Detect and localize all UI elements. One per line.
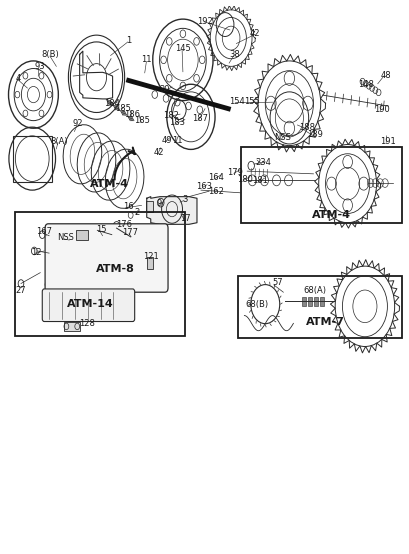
Text: 20: 20 [159, 85, 170, 94]
Text: 3: 3 [182, 195, 187, 204]
FancyBboxPatch shape [42, 289, 134, 321]
Bar [240, 147, 401, 223]
Text: NSS: NSS [56, 233, 74, 243]
Text: 184: 184 [103, 99, 119, 108]
Text: 176: 176 [116, 220, 132, 229]
Text: 180: 180 [237, 175, 252, 184]
Text: 155: 155 [244, 97, 260, 106]
Text: 190: 190 [373, 105, 389, 114]
Text: 2: 2 [134, 208, 139, 217]
Text: 9: 9 [156, 199, 161, 208]
Circle shape [52, 233, 88, 282]
Text: 42: 42 [249, 29, 260, 38]
Text: 185: 185 [115, 104, 130, 113]
Text: 17: 17 [179, 214, 190, 223]
Text: 192: 192 [197, 17, 212, 27]
Bar [307, 297, 312, 306]
Text: 16: 16 [123, 202, 134, 211]
Text: 68(B): 68(B) [245, 300, 268, 309]
Text: 11: 11 [141, 55, 152, 64]
Text: ATM-8: ATM-8 [95, 264, 134, 274]
Text: 128: 128 [79, 319, 94, 327]
Text: ATM-7: ATM-7 [306, 316, 344, 326]
Text: 1: 1 [126, 37, 131, 45]
Text: 15: 15 [95, 225, 106, 234]
Text: NSS: NSS [274, 133, 291, 142]
Text: 179: 179 [227, 168, 243, 177]
Bar [319, 297, 324, 306]
Text: 121: 121 [143, 252, 159, 261]
Text: 12: 12 [31, 248, 41, 257]
Bar [15, 212, 184, 336]
Text: 177: 177 [122, 228, 138, 237]
Text: 8(A): 8(A) [50, 137, 67, 146]
Text: 187: 187 [192, 114, 208, 123]
Text: 92: 92 [72, 120, 83, 129]
Text: 181: 181 [251, 176, 267, 186]
Bar [301, 297, 306, 306]
Text: 148: 148 [357, 80, 373, 89]
Text: 164: 164 [207, 173, 223, 182]
Text: 48: 48 [380, 70, 390, 80]
Text: ATM-14: ATM-14 [67, 299, 113, 309]
Text: 27: 27 [16, 285, 26, 295]
Text: 189: 189 [306, 130, 322, 139]
Text: 186: 186 [124, 110, 139, 119]
Text: 154: 154 [229, 97, 245, 106]
Text: 188: 188 [299, 123, 315, 132]
Text: 191: 191 [379, 137, 395, 146]
Text: 182: 182 [162, 111, 178, 120]
Bar [147, 258, 153, 269]
Text: 57: 57 [271, 279, 282, 288]
Text: 163: 163 [196, 182, 211, 191]
Text: 11: 11 [172, 136, 182, 145]
Text: 38: 38 [229, 50, 240, 59]
Text: 4: 4 [16, 74, 21, 83]
Text: 185: 185 [134, 116, 149, 125]
Text: ATM-4: ATM-4 [311, 210, 350, 220]
Bar [75, 230, 88, 240]
Text: 68(A): 68(A) [302, 286, 326, 295]
Text: 183: 183 [169, 118, 184, 127]
Text: 234: 234 [254, 158, 270, 167]
Text: ATM-4: ATM-4 [90, 178, 128, 188]
Text: 145: 145 [175, 44, 190, 54]
Bar [63, 321, 79, 331]
Bar [145, 201, 153, 212]
Text: 8(B): 8(B) [41, 50, 59, 59]
Text: 93: 93 [34, 62, 45, 71]
Bar [313, 297, 317, 306]
Text: 162: 162 [207, 187, 223, 196]
Text: 49: 49 [161, 136, 172, 145]
Polygon shape [146, 197, 196, 224]
Bar [237, 276, 401, 338]
Text: 42: 42 [153, 147, 164, 157]
Text: 167: 167 [36, 228, 52, 237]
FancyBboxPatch shape [45, 224, 168, 292]
